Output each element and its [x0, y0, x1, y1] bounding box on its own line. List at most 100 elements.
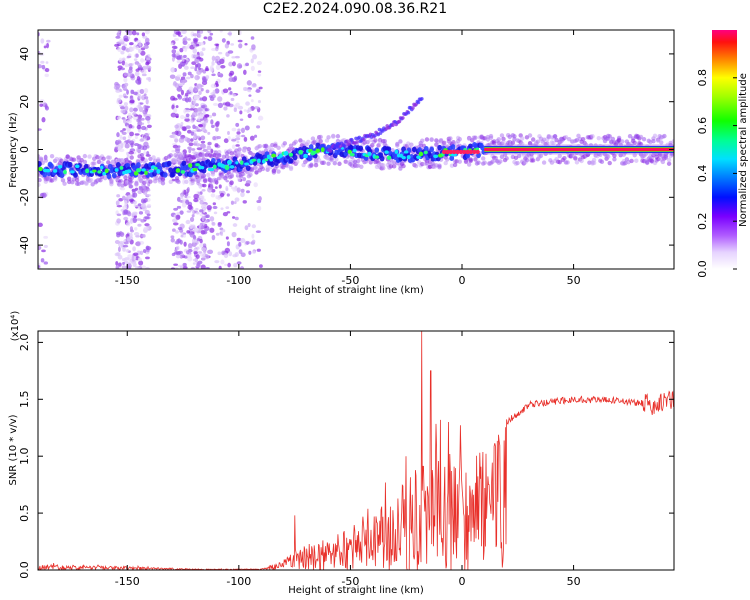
spectral-noise-point: [132, 107, 138, 112]
band-start-point: [475, 149, 480, 155]
spectral-noise-point: [235, 134, 241, 138]
spectral-noise-point: [215, 64, 221, 71]
spectral-noise-point: [137, 114, 143, 119]
ridge-halo-point: [398, 166, 403, 171]
spectral-noise-point: [129, 42, 133, 46]
spectral-noise-point: [211, 94, 216, 99]
ridge-halo-point: [499, 154, 505, 160]
ridge-hotspot-point: [352, 148, 357, 153]
spectral-noise-point: [176, 205, 182, 209]
ridge-halo-point: [199, 172, 205, 177]
ridge-halo-point: [138, 178, 144, 183]
colorbar-tick-label: 0.6: [696, 117, 709, 135]
ridge-halo-point: [217, 150, 222, 155]
spectral-noise-point: [200, 225, 205, 230]
spectral-noise-point: [184, 97, 190, 103]
spectral-noise-point: [205, 254, 210, 260]
spectral-noise-point: [128, 68, 133, 74]
spectral-noise-point: [228, 61, 234, 67]
spectral-noise-point: [230, 97, 235, 101]
spectral-noise-point: [247, 113, 252, 119]
spectral-noise-point: [191, 214, 195, 218]
spectral-noise-point: [177, 31, 182, 37]
spectral-noise-point: [231, 144, 236, 150]
spectral-noise-point: [134, 37, 138, 41]
ridge-halo-point: [143, 158, 148, 163]
ridge-halo-point: [210, 170, 216, 175]
spectral-noise-point: [122, 261, 125, 266]
spectral-noise-point: [38, 222, 43, 228]
spectral-noise-point: [244, 225, 249, 231]
ridge-halo-point: [260, 166, 266, 172]
spectral-noise-point: [217, 96, 223, 102]
spectral-noise-point: [131, 188, 137, 192]
ridge-halo-point: [282, 141, 288, 146]
ridge-halo-point: [87, 154, 92, 159]
spectral-noise-point: [121, 195, 126, 201]
spectral-noise-point: [124, 82, 129, 87]
snr-y-axis: 0.0 0.5 1.0 1.5 2.0: [18, 334, 674, 579]
ridge-core-point: [59, 172, 65, 178]
spectral-noise-point: [173, 263, 179, 266]
spectral-noise-point: [208, 95, 213, 98]
ridge-hotspot-point: [195, 163, 200, 167]
spectral-noise-point: [211, 55, 216, 62]
spectral-noise-point: [143, 93, 147, 97]
spectral-noise-point: [126, 119, 132, 124]
spectral-noise-point: [115, 35, 121, 39]
ridge-halo-point: [120, 158, 125, 163]
spectral-noise-point: [126, 154, 130, 158]
ridge-halo-point: [326, 135, 331, 140]
spectral-noise-point: [44, 67, 50, 73]
ridge-hotspot-point: [126, 169, 132, 174]
spectral-noise-point: [145, 30, 150, 35]
snr-x-tick-label: -150: [115, 575, 140, 588]
spectral-noise-point: [116, 116, 121, 120]
spectral-noise-point: [214, 88, 220, 94]
spectral-noise-point: [217, 72, 222, 76]
spectral-noise-point: [244, 43, 248, 46]
ridge-halo-point: [666, 157, 672, 163]
ridge-halo-point: [370, 143, 375, 148]
ridge-halo-point: [499, 133, 505, 138]
spectral-noise-point: [115, 261, 119, 266]
ridge-core-point: [166, 160, 172, 167]
ridge-core-point: [115, 162, 121, 168]
spectral-noise-point: [256, 60, 262, 66]
spectral-noise-point: [225, 236, 229, 240]
ridge-halo-point: [473, 135, 478, 140]
ridge-halo-point: [135, 158, 141, 164]
spectral-noise-point: [123, 95, 129, 99]
spectral-noise-point: [193, 95, 198, 100]
snr-y-tick-label: 0.0: [18, 561, 31, 579]
ridge-halo-point: [295, 159, 300, 164]
ridge-halo-point: [52, 177, 58, 182]
ridge-halo-point: [554, 137, 559, 143]
spectral-noise-point: [192, 43, 197, 48]
spectral-noise-point: [187, 204, 193, 210]
spectral-noise-point: [190, 131, 195, 136]
colorbar-ticks: 0.0 0.2 0.4 0.6 0.8: [696, 69, 737, 278]
ridge-hotspot-point: [148, 169, 154, 173]
ridge-halo-point: [199, 153, 205, 158]
ridge-core-point: [168, 167, 173, 173]
spectral-noise-point: [196, 62, 202, 68]
spectral-noise-point: [201, 189, 206, 192]
ridge-hotspot-point: [349, 153, 355, 157]
ridge-halo-point: [398, 139, 403, 144]
spectral-noise-point: [220, 259, 225, 265]
spectral-noise-point: [123, 72, 129, 77]
spectral-noise-point: [145, 256, 150, 260]
spectral-noise-point: [175, 254, 181, 259]
ridge-halo-point: [596, 135, 601, 141]
spectrogram-x-tick-label: 0: [459, 274, 466, 287]
ridge-hotspot-point: [288, 152, 294, 157]
ridge-core-point: [211, 157, 216, 164]
snr-series-line: [38, 331, 674, 570]
spectral-noise-point: [184, 118, 190, 122]
spectral-noise-point: [219, 30, 223, 33]
spectral-noise-point: [139, 102, 144, 105]
ridge-hotspot-point: [423, 150, 428, 155]
spectral-noise-point: [127, 112, 132, 117]
spectral-noise-point: [236, 261, 242, 265]
